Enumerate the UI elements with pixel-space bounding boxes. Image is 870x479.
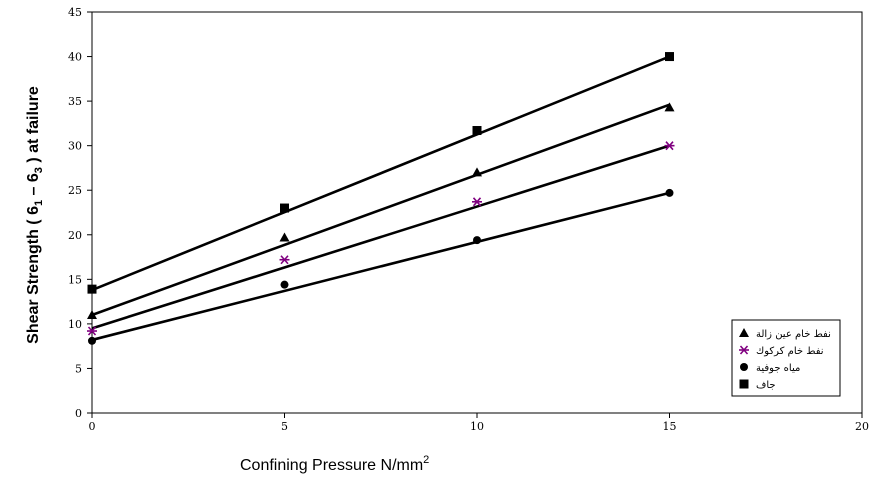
y-tick-label: 20 (68, 229, 82, 242)
legend-marker-asterisk-stroke (739, 345, 749, 355)
y-tick-label: 30 (68, 140, 82, 153)
legend: نفط خام عين زالة نفط خام كركوك مياه جوفية ج… (731, 319, 841, 397)
data-point-asterisk (279, 255, 290, 265)
data-point-circle (665, 188, 674, 197)
legend-label: جاف (756, 380, 776, 391)
x-axis-label: Confining Pressure N/mm2 (240, 454, 429, 474)
y-axis-label-sub2: 3 (33, 167, 45, 173)
legend-label: مياه جوفية (756, 363, 800, 374)
y-tick-label: 10 (68, 318, 82, 331)
data-point-triangle (472, 167, 482, 177)
data-point-asterisk-stroke (665, 141, 674, 151)
data-point-triangle (87, 309, 97, 319)
y-axis-label-mid: – 6 (25, 173, 42, 200)
y-tick-label: 25 (68, 184, 82, 197)
data-point-square (665, 52, 674, 62)
legend-box (731, 319, 841, 397)
series-line-4 (91, 55, 670, 292)
x-tick-label: 20 (855, 420, 869, 433)
legend-label: نفط خام عين زالة (756, 329, 831, 340)
series-line-1 (91, 103, 670, 317)
legend-marker-triangle (739, 328, 749, 337)
x-tick-label: 10 (470, 420, 484, 433)
x-tick-label: 5 (281, 420, 288, 433)
data-point-square (472, 126, 482, 136)
legend-label: نفط خام كركوك (756, 346, 824, 357)
data-point-asterisk-stroke (280, 255, 289, 265)
data-point-asterisk-stroke (87, 326, 97, 336)
data-point-square (87, 284, 97, 294)
data-point-circle (473, 236, 481, 245)
x-tick-label: 0 (89, 420, 96, 433)
y-tick-label: 5 (75, 362, 82, 375)
legend-marker-circle (740, 363, 748, 371)
y-axis-label: Shear Strength ( 61 – 63 ) at failure (25, 86, 45, 344)
x-axis-label-sup: 2 (423, 454, 429, 466)
data-point-asterisk-stroke (472, 197, 482, 207)
data-point-asterisk (87, 326, 97, 336)
legend-marker-square (739, 379, 749, 389)
y-tick-label: 35 (68, 95, 82, 108)
y-tick-label: 15 (68, 273, 82, 286)
data-point-square (280, 203, 289, 213)
plot-area: 0 5 10 15 20 25 30 35 40 45 0 5 10 15 20 (68, 6, 869, 433)
y-axis-label-end: ) at failure (25, 86, 42, 167)
data-point-asterisk (472, 197, 482, 207)
x-tick-label: 15 (663, 420, 677, 433)
data-point-triangle (664, 102, 675, 112)
series-line-3 (91, 191, 670, 342)
y-tick-label: 45 (68, 6, 82, 19)
legend-marker-asterisk (739, 345, 749, 355)
data-point-circle (280, 280, 289, 289)
series-line-2 (91, 144, 670, 330)
y-tick-label: 40 (68, 51, 82, 64)
y-axis-label-sub1: 1 (33, 200, 45, 206)
y-tick-label: 0 (75, 407, 82, 420)
data-point-triangle (279, 232, 290, 242)
data-point-asterisk (664, 141, 675, 151)
data-point-circle (88, 336, 96, 345)
